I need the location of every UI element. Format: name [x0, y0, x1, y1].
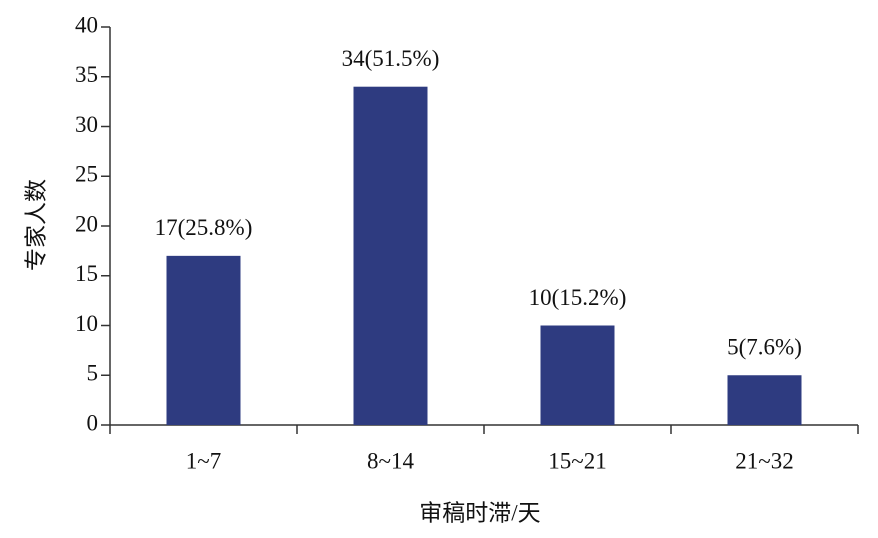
y-tick-label: 25 — [75, 162, 98, 187]
y-tick-label: 35 — [75, 62, 98, 87]
value-label: 17(25.8%) — [155, 215, 253, 240]
bar — [540, 325, 615, 425]
x-tick-label: 1~7 — [186, 448, 221, 473]
x-tick-label: 8~14 — [367, 448, 414, 473]
y-tick-label: 0 — [87, 410, 99, 435]
y-tick-label: 5 — [87, 361, 99, 386]
x-tick-label: 21~32 — [735, 448, 793, 473]
y-tick-label: 20 — [75, 211, 98, 236]
value-label: 34(51.5%) — [342, 46, 440, 71]
y-axis-label: 专家人数 — [23, 179, 48, 271]
y-tick-label: 15 — [75, 261, 98, 286]
x-tick-label: 15~21 — [548, 448, 606, 473]
x-axis-label: 审稿时滞/天 — [419, 500, 540, 525]
y-tick-label: 10 — [75, 311, 98, 336]
y-tick-label: 30 — [75, 112, 98, 137]
value-label: 10(15.2%) — [529, 285, 627, 310]
bar — [166, 255, 241, 425]
bar — [353, 86, 428, 425]
y-tick-label: 40 — [75, 12, 98, 37]
value-label: 5(7.6%) — [727, 335, 802, 360]
bar — [727, 375, 802, 425]
